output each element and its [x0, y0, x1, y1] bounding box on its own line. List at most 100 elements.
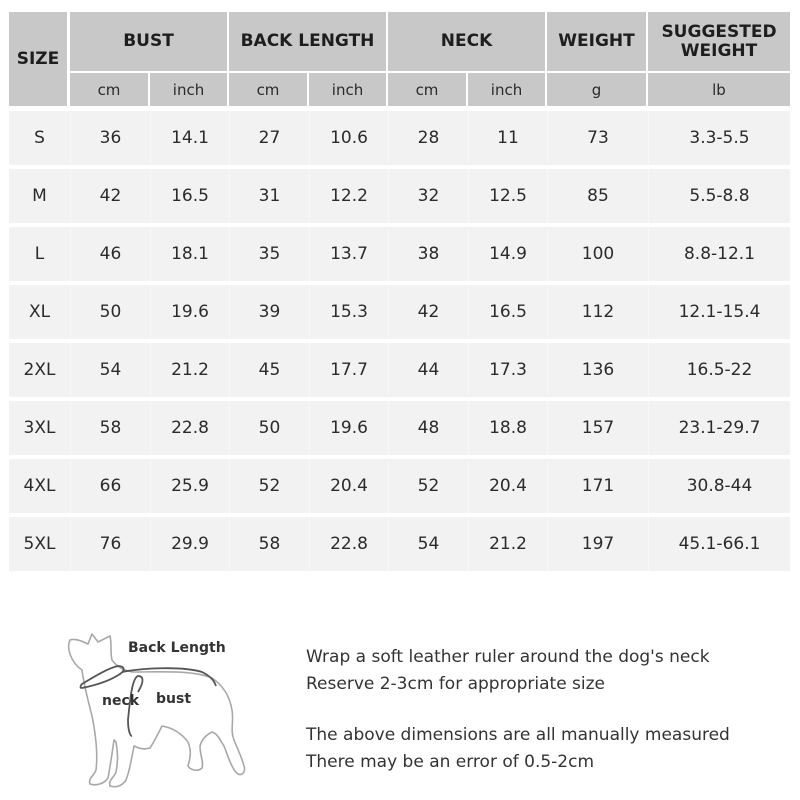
cell-bust-cm: 76 — [70, 517, 150, 571]
cell-bust-inch: 14.1 — [150, 111, 229, 165]
unit-suggested-lb: lb — [648, 73, 790, 106]
cell-bust-inch: 18.1 — [150, 227, 229, 281]
table-row: 4XL 66 25.9 52 20.4 52 20.4 171 30.8-44 — [9, 459, 790, 513]
cell-back-cm: 27 — [229, 111, 309, 165]
cell-size: 3XL — [9, 401, 70, 455]
cell-back-cm: 35 — [229, 227, 309, 281]
cell-suggested-lb: 8.8-12.1 — [648, 227, 790, 281]
cell-bust-cm: 58 — [70, 401, 150, 455]
cell-suggested-lb: 30.8-44 — [648, 459, 790, 513]
unit-neck-inch: inch — [468, 73, 547, 106]
label-bust: bust — [156, 691, 192, 707]
cell-bust-inch: 25.9 — [150, 459, 229, 513]
cell-size: M — [9, 169, 70, 223]
table-row: M 42 16.5 31 12.2 32 12.5 85 5.5-8.8 — [9, 169, 790, 223]
cell-back-cm: 31 — [229, 169, 309, 223]
cell-neck-cm: 52 — [388, 459, 468, 513]
note-line: The above dimensions are all manually me… — [306, 725, 730, 745]
unit-bust-cm: cm — [70, 73, 150, 106]
cell-bust-cm: 46 — [70, 227, 150, 281]
header-suggested-weight: SUGGESTED WEIGHT — [648, 12, 790, 73]
cell-neck-cm: 38 — [388, 227, 468, 281]
table-row: XL 50 19.6 39 15.3 42 16.5 112 12.1-15.4 — [9, 285, 790, 339]
cell-suggested-lb: 5.5-8.8 — [648, 169, 790, 223]
cell-bust-cm: 42 — [70, 169, 150, 223]
cell-size: L — [9, 227, 70, 281]
cell-weight-g: 73 — [547, 111, 648, 165]
cell-back-inch: 10.6 — [309, 111, 388, 165]
cell-back-cm: 58 — [229, 517, 309, 571]
cell-back-inch: 19.6 — [309, 401, 388, 455]
cell-back-inch: 13.7 — [309, 227, 388, 281]
cell-neck-inch: 18.8 — [468, 401, 547, 455]
header-size: SIZE — [9, 12, 69, 106]
cell-weight-g: 157 — [547, 401, 648, 455]
cell-neck-cm: 28 — [388, 111, 468, 165]
cell-neck-inch: 11 — [468, 111, 547, 165]
header-back-length: BACK LENGTH — [229, 12, 388, 73]
table-row: L 46 18.1 35 13.7 38 14.9 100 8.8-12.1 — [9, 227, 790, 281]
cell-neck-inch: 20.4 — [468, 459, 547, 513]
note-line: There may be an error of 0.5-2cm — [306, 752, 595, 772]
table-row: 3XL 58 22.8 50 19.6 48 18.8 157 23.1-29.… — [9, 401, 790, 455]
table-header: SIZE BUST BACK LENGTH NECK WEIGHT SUGGES… — [9, 12, 790, 106]
cell-back-inch: 22.8 — [309, 517, 388, 571]
unit-neck-cm: cm — [388, 73, 468, 106]
cell-neck-cm: 54 — [388, 517, 468, 571]
cell-weight-g: 85 — [547, 169, 648, 223]
cell-neck-inch: 21.2 — [468, 517, 547, 571]
table-body: S 36 14.1 27 10.6 28 11 73 3.3-5.5 M 42 … — [9, 111, 790, 575]
cell-suggested-lb: 12.1-15.4 — [648, 285, 790, 339]
label-neck: neck — [102, 693, 140, 709]
cell-bust-inch: 21.2 — [150, 343, 229, 397]
cell-neck-inch: 14.9 — [468, 227, 547, 281]
cell-weight-g: 171 — [547, 459, 648, 513]
cell-bust-cm: 36 — [70, 111, 150, 165]
cell-bust-cm: 50 — [70, 285, 150, 339]
cell-neck-inch: 17.3 — [468, 343, 547, 397]
cell-back-inch: 12.2 — [309, 169, 388, 223]
unit-weight-g: g — [547, 73, 648, 106]
dog-measurement-diagram: Back Length neck bust — [62, 630, 262, 795]
cell-bust-inch: 22.8 — [150, 401, 229, 455]
cell-back-cm: 45 — [229, 343, 309, 397]
note-line: Wrap a soft leather ruler around the dog… — [306, 647, 710, 667]
header-bust: BUST — [70, 12, 229, 73]
unit-bust-inch: inch — [150, 73, 229, 106]
cell-suggested-lb: 3.3-5.5 — [648, 111, 790, 165]
measurement-notes: Wrap a soft leather ruler around the dog… — [306, 644, 730, 776]
note-line: Reserve 2-3cm for appropriate size — [306, 674, 606, 694]
cell-bust-inch: 29.9 — [150, 517, 229, 571]
cell-suggested-lb: 45.1-66.1 — [648, 517, 790, 571]
cell-neck-cm: 48 — [388, 401, 468, 455]
cell-neck-cm: 42 — [388, 285, 468, 339]
cell-weight-g: 197 — [547, 517, 648, 571]
cell-bust-inch: 19.6 — [150, 285, 229, 339]
dog-outline-icon — [67, 633, 246, 788]
header-weight: WEIGHT — [547, 12, 648, 73]
cell-size: 4XL — [9, 459, 70, 513]
table-row: S 36 14.1 27 10.6 28 11 73 3.3-5.5 — [9, 111, 790, 165]
cell-weight-g: 112 — [547, 285, 648, 339]
cell-neck-inch: 12.5 — [468, 169, 547, 223]
cell-bust-cm: 54 — [70, 343, 150, 397]
cell-back-cm: 52 — [229, 459, 309, 513]
cell-back-inch: 15.3 — [309, 285, 388, 339]
cell-size: XL — [9, 285, 70, 339]
cell-size: 5XL — [9, 517, 70, 571]
cell-bust-cm: 66 — [70, 459, 150, 513]
cell-size: S — [9, 111, 70, 165]
cell-suggested-lb: 16.5-22 — [648, 343, 790, 397]
cell-weight-g: 136 — [547, 343, 648, 397]
cell-neck-inch: 16.5 — [468, 285, 547, 339]
table-row: 5XL 76 29.9 58 22.8 54 21.2 197 45.1-66.… — [9, 517, 790, 571]
cell-back-cm: 50 — [229, 401, 309, 455]
cell-size: 2XL — [9, 343, 70, 397]
cell-back-cm: 39 — [229, 285, 309, 339]
cell-neck-cm: 32 — [388, 169, 468, 223]
header-neck: NECK — [388, 12, 547, 73]
table-row: 2XL 54 21.2 45 17.7 44 17.3 136 16.5-22 — [9, 343, 790, 397]
size-chart-table: SIZE BUST BACK LENGTH NECK WEIGHT SUGGES… — [9, 12, 790, 571]
cell-back-inch: 17.7 — [309, 343, 388, 397]
unit-back-cm: cm — [229, 73, 309, 106]
